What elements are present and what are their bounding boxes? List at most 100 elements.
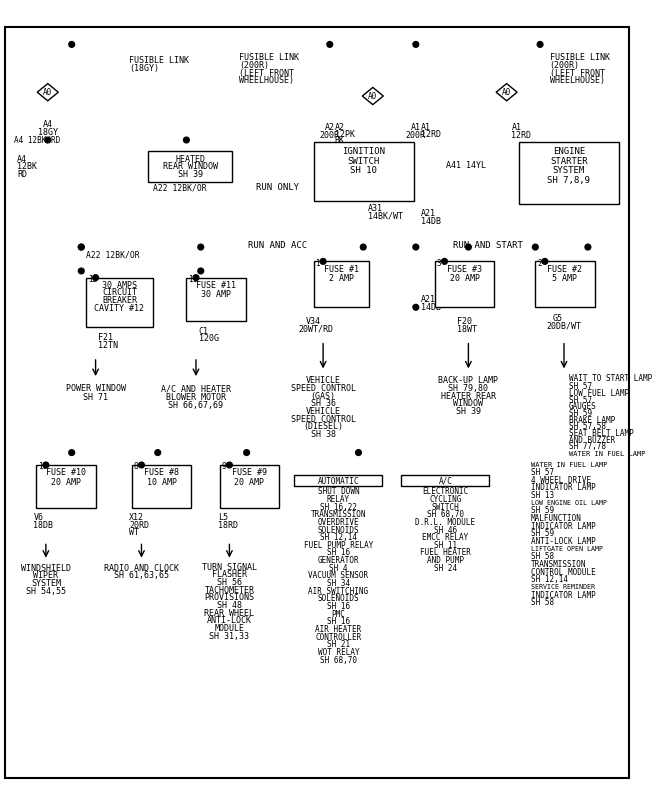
Text: 4 WHEEL DRIVE: 4 WHEEL DRIVE — [530, 476, 591, 485]
Text: 10 AMP: 10 AMP — [147, 478, 176, 486]
Text: LIFTGATE OPEN LAMP: LIFTGATE OPEN LAMP — [530, 546, 603, 552]
Text: SOLENOIDS: SOLENOIDS — [318, 594, 359, 603]
Polygon shape — [362, 87, 383, 105]
Text: SH 57,58: SH 57,58 — [569, 422, 606, 431]
Text: AND BUZZER: AND BUZZER — [569, 436, 615, 445]
Bar — [402, 474, 489, 486]
Text: FUSE #1: FUSE #1 — [324, 265, 359, 274]
Text: (LEFT FRONT: (LEFT FRONT — [550, 69, 605, 78]
Circle shape — [413, 305, 419, 310]
Text: AIR SWITCHING: AIR SWITCHING — [308, 586, 369, 596]
Text: F20: F20 — [457, 317, 472, 326]
Text: MALFUNCTION: MALFUNCTION — [530, 514, 581, 523]
Text: WATER IN FUEL LAMP: WATER IN FUEL LAMP — [530, 462, 607, 468]
Text: VEHICLE: VEHICLE — [306, 376, 341, 386]
Text: A21: A21 — [420, 209, 436, 218]
Text: REAR WHEEL: REAR WHEEL — [204, 609, 255, 618]
Bar — [535, 262, 595, 307]
Text: GAUGES: GAUGES — [569, 402, 597, 411]
Text: SH 24: SH 24 — [434, 564, 457, 573]
Polygon shape — [37, 83, 58, 101]
Text: SH 38: SH 38 — [310, 430, 335, 439]
Text: PROVISIONS: PROVISIONS — [204, 594, 255, 602]
Text: TURN SIGNAL: TURN SIGNAL — [202, 562, 257, 572]
Text: VEHICLE: VEHICLE — [306, 407, 341, 416]
Text: IGNITION: IGNITION — [341, 147, 385, 156]
Circle shape — [69, 42, 74, 47]
Circle shape — [542, 258, 548, 264]
Text: SH 59: SH 59 — [530, 530, 554, 538]
Text: G5: G5 — [552, 314, 562, 323]
Text: 12RD: 12RD — [420, 130, 441, 138]
Text: 2: 2 — [537, 259, 542, 268]
Text: VACUUM SENSOR: VACUUM SENSOR — [308, 571, 369, 580]
Text: BREAKER: BREAKER — [102, 296, 137, 305]
Bar — [294, 474, 383, 486]
Text: TACHOMETER: TACHOMETER — [204, 586, 255, 594]
Bar — [132, 465, 191, 508]
Text: SH 68,70: SH 68,70 — [427, 510, 464, 519]
Text: 18DB: 18DB — [33, 521, 54, 530]
Text: INDICATOR LAMP: INDICATOR LAMP — [530, 522, 595, 530]
Circle shape — [139, 462, 145, 468]
Text: CAVITY #12: CAVITY #12 — [95, 304, 145, 313]
Text: SH 16,22: SH 16,22 — [320, 502, 357, 511]
Circle shape — [69, 450, 74, 455]
Text: SH 34: SH 34 — [327, 579, 350, 588]
Polygon shape — [496, 83, 517, 101]
Text: 12BK: 12BK — [17, 162, 37, 171]
Circle shape — [198, 268, 204, 274]
Text: 20 AMP: 20 AMP — [235, 478, 265, 486]
Text: A31: A31 — [368, 204, 383, 214]
Text: AND PUMP: AND PUMP — [427, 556, 464, 565]
Text: SERVICE REMINDER: SERVICE REMINDER — [530, 584, 595, 590]
Text: FUSIBLE LINK: FUSIBLE LINK — [550, 54, 610, 62]
Text: A2: A2 — [335, 123, 345, 132]
Circle shape — [413, 42, 419, 47]
Circle shape — [327, 42, 333, 47]
Text: WHEELHOUSE): WHEELHOUSE) — [550, 76, 605, 86]
Text: 20 AMP: 20 AMP — [51, 478, 81, 486]
Text: ANTI-LOCK: ANTI-LOCK — [207, 616, 252, 626]
Text: 12TN: 12TN — [99, 341, 119, 350]
Text: X12: X12 — [129, 513, 144, 522]
Text: SH 4: SH 4 — [329, 564, 347, 573]
Text: EMCC RELAY: EMCC RELAY — [422, 533, 469, 542]
Text: FUEL PUMP RELAY: FUEL PUMP RELAY — [304, 541, 373, 550]
Text: 120G: 120G — [199, 334, 219, 343]
Text: A1: A1 — [511, 123, 521, 132]
Text: SH 61,63,65: SH 61,63,65 — [114, 571, 169, 580]
Text: SH 54,55: SH 54,55 — [26, 586, 66, 596]
Text: INDICATOR LAMP: INDICATOR LAMP — [530, 590, 595, 599]
Text: SH 59: SH 59 — [569, 409, 592, 418]
Circle shape — [198, 244, 204, 250]
Circle shape — [93, 274, 99, 281]
Text: CYCLING: CYCLING — [429, 495, 461, 504]
Text: 14BK/WT: 14BK/WT — [368, 212, 403, 221]
Text: SH 79,80: SH 79,80 — [448, 384, 489, 393]
Text: 14DB: 14DB — [420, 217, 441, 226]
Text: WT: WT — [129, 528, 139, 538]
Bar — [186, 278, 246, 321]
Text: LOW FUEL LAMP: LOW FUEL LAMP — [569, 389, 629, 398]
Text: SH 13: SH 13 — [530, 491, 554, 500]
Text: SPEED CONTROL: SPEED CONTROL — [290, 414, 355, 424]
Circle shape — [585, 244, 591, 250]
Text: 10: 10 — [38, 462, 48, 471]
Text: AIR HEATER: AIR HEATER — [316, 625, 361, 634]
Text: 9: 9 — [221, 462, 226, 471]
Text: CIRCUIT: CIRCUIT — [102, 289, 137, 298]
Text: SYSTEM: SYSTEM — [31, 579, 61, 588]
Circle shape — [413, 244, 419, 250]
Text: 20WT/RD: 20WT/RD — [298, 325, 333, 334]
Bar — [314, 262, 369, 307]
Text: A/C: A/C — [438, 477, 452, 486]
Text: SH 10: SH 10 — [350, 166, 377, 175]
Text: 20RD: 20RD — [129, 521, 149, 530]
Text: WOT RELAY: WOT RELAY — [318, 648, 359, 657]
Text: SH 31,33: SH 31,33 — [210, 632, 249, 641]
Text: A22 12BK/OR: A22 12BK/OR — [153, 183, 207, 192]
Text: BLOWER MOTOR: BLOWER MOTOR — [166, 393, 226, 402]
Text: CONTROL MODULE: CONTROL MODULE — [530, 567, 595, 577]
Text: WHEELHOUSE): WHEELHOUSE) — [239, 76, 294, 86]
